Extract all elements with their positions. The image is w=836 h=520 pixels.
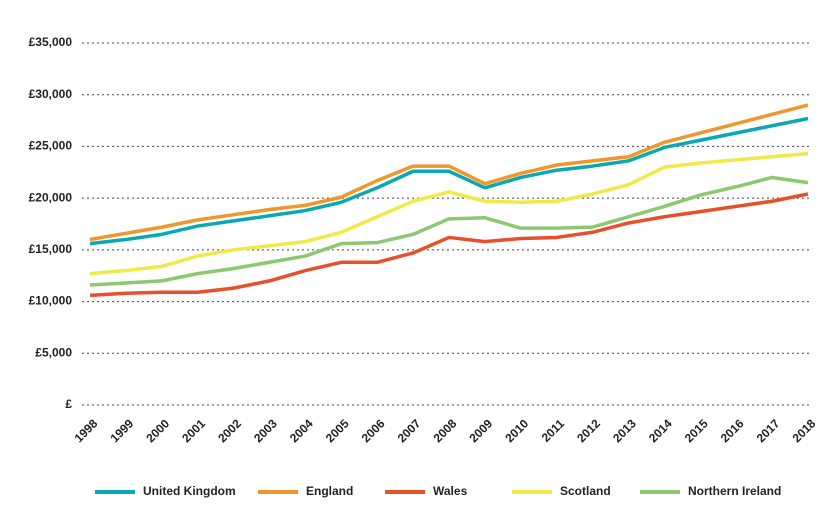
x-tick-label: 2001 — [179, 416, 208, 445]
y-tick-label: £30,000 — [29, 87, 73, 101]
x-tick-label: 2005 — [323, 416, 352, 445]
x-tick-label: 1999 — [107, 416, 136, 445]
series-line — [89, 192, 809, 298]
legend-label: Wales — [433, 484, 468, 498]
x-tick-label: 2017 — [754, 416, 783, 445]
x-tick-label: 2006 — [359, 416, 388, 445]
x-tick-label: 2002 — [215, 416, 244, 445]
legend-label: Scotland — [560, 484, 611, 498]
series-line — [89, 151, 809, 276]
y-tick-label: £5,000 — [35, 345, 72, 359]
y-tick-label: £20,000 — [29, 190, 73, 204]
legend-label: United Kingdom — [143, 484, 236, 498]
y-tick-label: £35,000 — [29, 35, 73, 49]
x-tick-label: 2009 — [466, 416, 495, 445]
x-tick-label: 2015 — [682, 416, 711, 445]
legend-label: England — [306, 484, 353, 498]
x-tick-label: 2008 — [431, 416, 460, 445]
y-tick-label: £ — [65, 397, 72, 411]
x-tick-label: 2007 — [395, 416, 424, 445]
y-tick-label: £25,000 — [29, 139, 73, 153]
x-tick-label: 2011 — [539, 416, 568, 445]
y-tick-label: £10,000 — [29, 294, 73, 308]
x-tick-label: 2014 — [646, 416, 675, 445]
x-tick-label: 2004 — [287, 416, 316, 445]
x-tick-label: 1998 — [72, 416, 101, 445]
series-line — [89, 116, 809, 246]
x-tick-label: 2016 — [718, 416, 747, 445]
x-tick-label: 2018 — [790, 416, 819, 445]
x-tick-label: 2010 — [502, 416, 531, 445]
y-tick-label: £15,000 — [29, 242, 73, 256]
series-line — [89, 175, 809, 287]
x-tick-label: 2000 — [143, 416, 172, 445]
x-tick-label: 2003 — [251, 416, 280, 445]
x-tick-label: 2012 — [574, 416, 603, 445]
series-line — [89, 103, 809, 242]
x-tick-label: 2013 — [610, 416, 639, 445]
legend-label: Northern Ireland — [688, 484, 781, 498]
